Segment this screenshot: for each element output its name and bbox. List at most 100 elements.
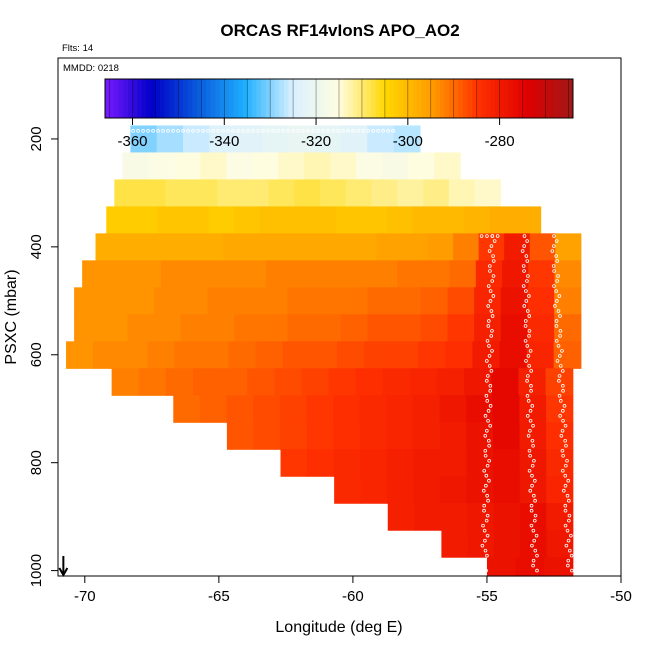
- colorbar-swatch: [329, 79, 335, 118]
- flight-track-point: [488, 289, 493, 293]
- colorbar-swatch: [371, 79, 377, 118]
- heatmap-cell: [314, 314, 342, 342]
- heatmap-cell: [439, 395, 467, 423]
- flight-track-point: [480, 563, 485, 568]
- flight-track-point: [564, 443, 568, 448]
- flight-track-point: [525, 239, 529, 243]
- flight-track-point: [523, 339, 528, 343]
- colorbar-swatch: [114, 79, 120, 118]
- flight-track-point: [529, 523, 534, 528]
- flight-track-point: [533, 513, 538, 518]
- flight-track-point: [486, 374, 490, 378]
- heatmap-cell: [439, 422, 467, 450]
- flight-track-point: [485, 493, 489, 498]
- y-tick-label: 1000: [28, 554, 45, 587]
- heatmap-cell: [359, 395, 387, 423]
- flight-track-point: [529, 384, 533, 388]
- flight-track-point: [487, 319, 491, 323]
- heatmap-cell: [280, 422, 308, 450]
- heatmap-cell: [397, 260, 424, 288]
- heatmap-cell: [253, 422, 281, 450]
- heatmap-cell: [493, 530, 521, 558]
- colorbar-swatch: [109, 79, 115, 118]
- colorbar-swatch: [293, 79, 299, 118]
- flight-track-point: [563, 423, 568, 428]
- heatmap-cell: [345, 179, 373, 207]
- colorbar-swatch: [357, 79, 363, 118]
- heatmap-cell: [467, 530, 495, 558]
- heatmap-cell: [449, 260, 477, 288]
- heatmap-cell: [439, 449, 468, 477]
- flight-track-point: [527, 364, 531, 368]
- flight-track-point: [191, 129, 195, 133]
- colorbar-swatch: [155, 79, 161, 118]
- flight-track-point: [486, 438, 491, 443]
- flight-track-point: [524, 254, 529, 258]
- heatmap-cell: [292, 260, 319, 288]
- flight-track-points: [131, 129, 574, 573]
- colorbar-swatch: [504, 79, 510, 118]
- flight-track-point: [526, 374, 530, 378]
- flight-track-point: [487, 364, 492, 368]
- flight-track-point: [251, 129, 255, 133]
- flight-track-point: [527, 448, 532, 453]
- heatmap-cell: [154, 314, 182, 342]
- flight-track-point: [241, 129, 245, 133]
- flight-track-point: [489, 334, 494, 338]
- heatmap-cell: [255, 341, 284, 369]
- flight-track-point: [483, 414, 488, 418]
- colorbar-swatch: [192, 79, 198, 118]
- flight-track-point: [556, 344, 561, 348]
- heatmap-cell: [492, 395, 521, 423]
- heatmap-cell: [106, 206, 133, 234]
- colorbar-swatch: [508, 79, 514, 118]
- heatmap-cell: [413, 476, 441, 504]
- flight-track-point: [566, 563, 570, 568]
- flight-track-point: [561, 384, 565, 388]
- flight-track-point: [557, 394, 562, 398]
- heatmap-cell: [333, 449, 361, 477]
- flight-track-point: [491, 254, 495, 258]
- heatmap-cell: [447, 287, 475, 315]
- heatmap-cell: [423, 260, 451, 288]
- heatmap-cell: [367, 125, 395, 154]
- flight-track-point: [482, 488, 486, 493]
- flight-track-point: [341, 129, 345, 133]
- flight-track-point: [552, 234, 556, 238]
- flight-track-point: [565, 458, 569, 463]
- flight-track-point: [529, 369, 533, 373]
- heatmap-cell: [515, 557, 545, 577]
- flight-track-point: [552, 269, 556, 273]
- heatmap-cell: [307, 449, 335, 477]
- heatmap-cell: [391, 341, 419, 369]
- flight-track-point: [532, 458, 536, 463]
- x-tick-label: -70: [74, 588, 96, 605]
- heatmap-cell: [466, 476, 494, 504]
- flight-track-point: [530, 438, 535, 443]
- heatmap-cell: [108, 260, 136, 288]
- heatmap-cell: [93, 341, 121, 369]
- heatmap-cell: [438, 206, 465, 234]
- flight-track-point: [552, 244, 556, 248]
- heatmap-cell: [180, 287, 209, 315]
- flight-track-point: [236, 129, 240, 133]
- colorbar-swatch: [160, 79, 166, 118]
- flight-track-point: [231, 129, 235, 133]
- heatmap-cell: [182, 206, 210, 234]
- flight-track-point: [484, 518, 489, 523]
- flight-track-point: [181, 129, 185, 133]
- flight-track-point: [562, 488, 566, 493]
- colorbar-swatch: [366, 79, 372, 118]
- heatmap-cell: [330, 152, 357, 181]
- flight-track-point: [351, 129, 355, 133]
- heatmap-cell: [306, 422, 334, 450]
- colorbar-swatch: [531, 79, 537, 118]
- heatmap-cell: [364, 341, 392, 369]
- flight-track-point: [306, 129, 310, 133]
- heatmap-cell: [554, 314, 582, 342]
- colorbar-swatch: [361, 79, 368, 118]
- flight-track-point: [221, 129, 225, 133]
- colorbar-swatch: [201, 79, 207, 118]
- chart-title: ORCAS RF14vIonS APO_AO2: [220, 21, 459, 40]
- colorbar-swatch: [435, 79, 441, 118]
